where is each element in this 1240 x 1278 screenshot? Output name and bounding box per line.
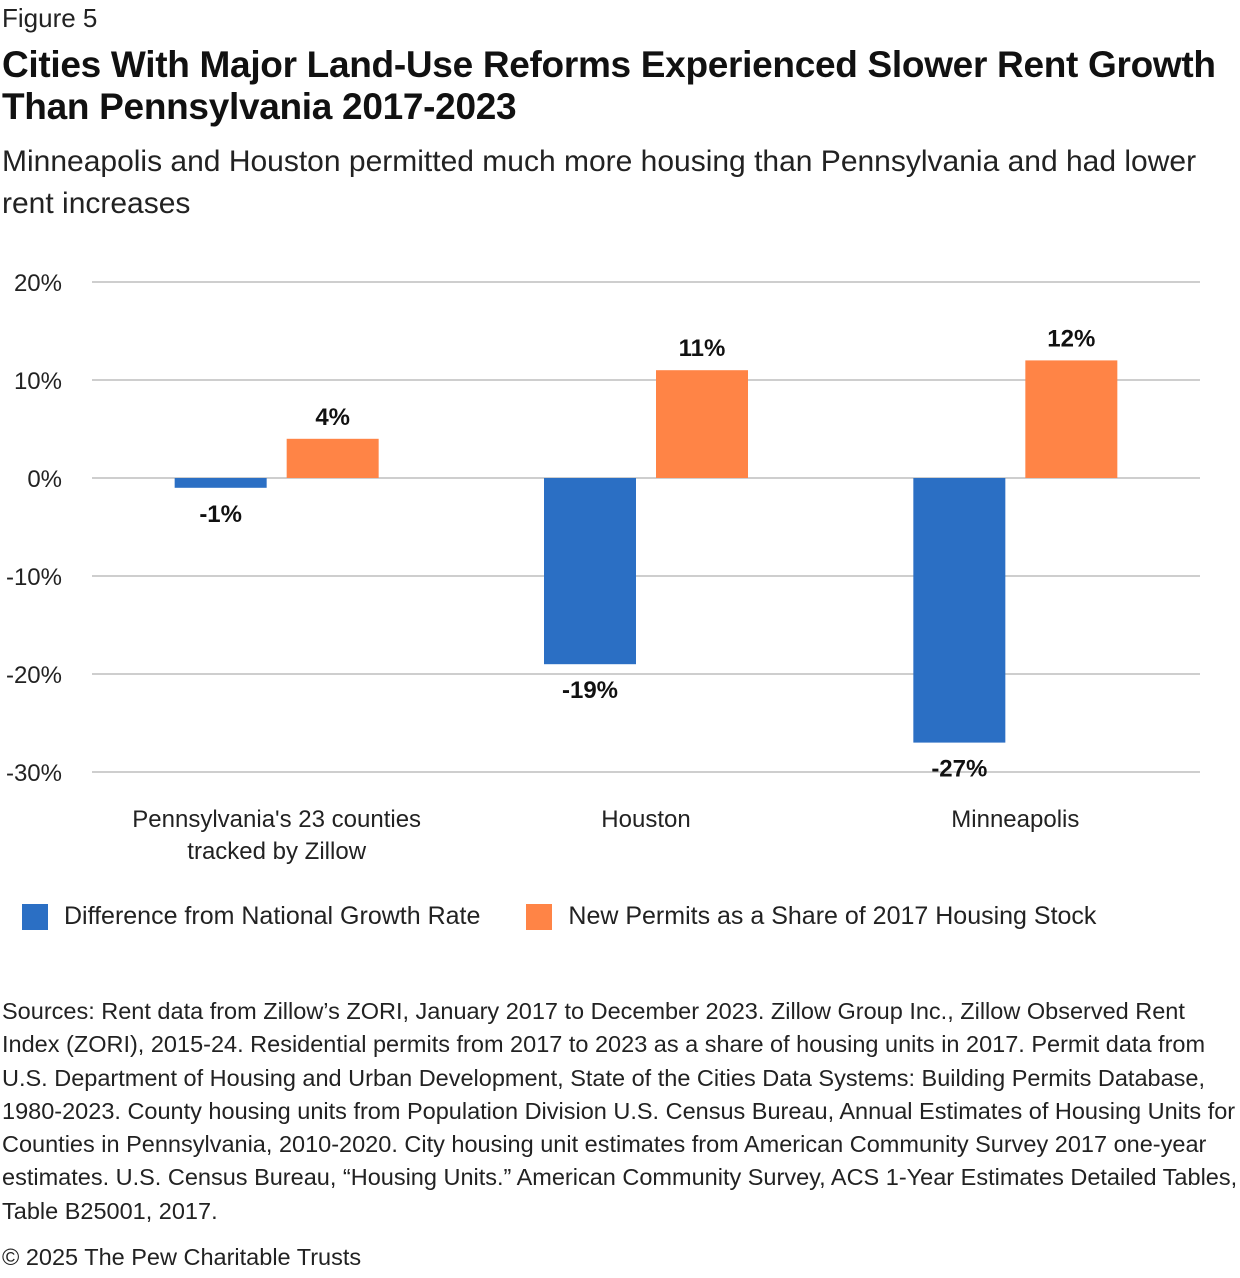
copyright: © 2025 The Pew Charitable Trusts [2, 1244, 362, 1270]
bar [656, 370, 748, 478]
y-tick-label: -30% [6, 760, 62, 787]
legend-swatch-orange [526, 903, 553, 930]
y-tick-label: 10% [14, 368, 62, 395]
x-category-label: Minneapolis [951, 806, 1079, 833]
data-label: 11% [679, 335, 726, 362]
bar [286, 438, 379, 478]
bar [174, 478, 267, 488]
x-category-label: Houston [601, 806, 690, 833]
data-label: 12% [1047, 325, 1095, 352]
y-tick-label: 0% [27, 466, 62, 493]
x-axis-categories: Pennsylvania's 23 counties tracked by Zil… [132, 806, 1079, 865]
data-label: -1% [199, 501, 242, 528]
bars [174, 360, 1118, 743]
bar [1025, 360, 1118, 478]
sources-note: Sources: Rent data from Zillow’s ZORI, J… [2, 998, 1238, 1224]
legend-label: New Permits as a Share of 2017 Housing S… [568, 902, 1097, 930]
bar-chart: 20% 10% 0% -10% -20% -30% -1% 4% -19% 11% -27% 12%… [6, 270, 1200, 865]
y-axis-ticks: 20% 10% 0% -10% -20% -30% [6, 270, 62, 787]
y-tick-label: -10% [6, 564, 62, 591]
legend-swatch-blue [22, 903, 48, 930]
legend: Difference from National Growth Rate New… [22, 902, 1142, 931]
chart-subtitle: Minneapolis and Houston permitted much m… [2, 145, 1197, 220]
data-label: -27% [931, 756, 987, 783]
y-tick-label: 20% [14, 270, 62, 297]
bar [544, 478, 636, 665]
gridlines [92, 281, 1200, 773]
bar [913, 478, 1006, 743]
legend-label: Difference from National Growth Rate [64, 902, 481, 930]
data-labels: -1% 4% -19% 11% -27% 12% [199, 325, 1095, 782]
figure-label: Figure 5 [2, 3, 98, 33]
chart-title: Cities With Major Land-Use Reforms Exper… [2, 44, 1216, 127]
legend-item-permits: New Permits as a Share of 2017 Housing S… [526, 902, 1096, 931]
data-label: 4% [315, 404, 350, 431]
x-category-label: Pennsylvania's 23 counties [132, 806, 421, 833]
y-tick-label: -20% [6, 662, 62, 689]
x-category-label: tracked by Zillow [187, 838, 366, 865]
legend-item-difference: Difference from National Growth Rate [22, 902, 480, 931]
data-label: -19% [562, 677, 618, 704]
